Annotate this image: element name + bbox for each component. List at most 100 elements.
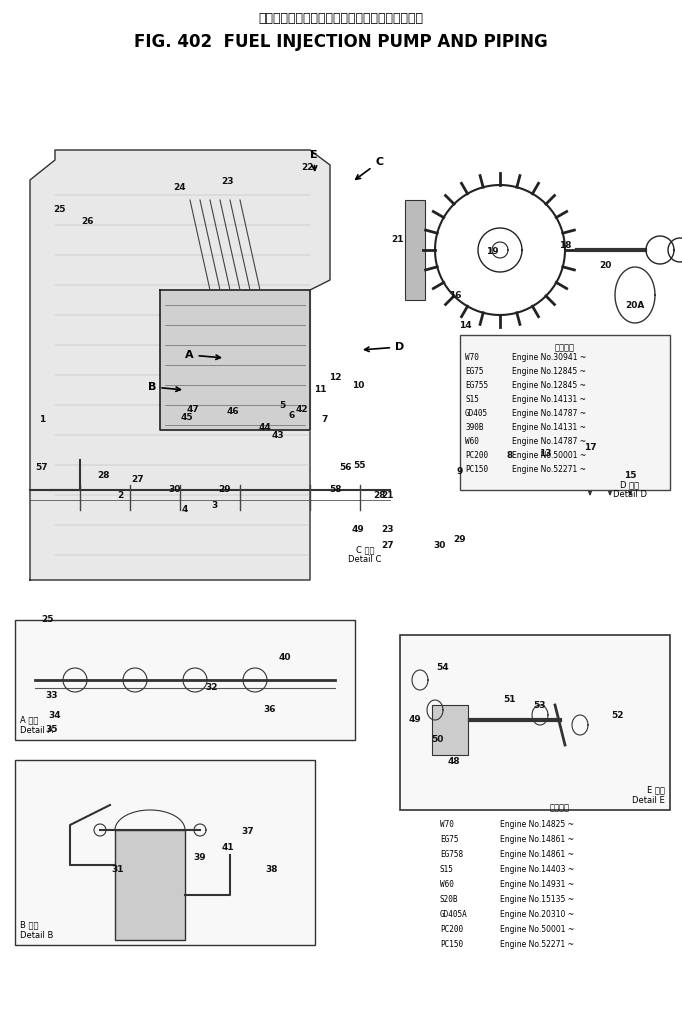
Text: B 詳図
Detail B: B 詳図 Detail B (20, 921, 53, 940)
Text: 42: 42 (296, 406, 308, 415)
Text: 34: 34 (48, 711, 61, 720)
Text: 8: 8 (507, 450, 513, 459)
Text: 28: 28 (374, 491, 386, 500)
Polygon shape (585, 480, 595, 495)
Text: 40: 40 (279, 653, 291, 662)
Text: 390B: 390B (465, 423, 484, 432)
Text: Engine No.14931 ~: Engine No.14931 ~ (500, 880, 574, 889)
Text: 22: 22 (301, 163, 314, 172)
Text: EG755: EG755 (465, 380, 488, 389)
Text: 17: 17 (584, 443, 596, 452)
Text: A: A (185, 350, 220, 360)
Polygon shape (30, 150, 330, 580)
Text: Engine No.14131 ~: Engine No.14131 ~ (512, 423, 586, 432)
Text: 30: 30 (434, 540, 446, 550)
Text: Engine No.12845 ~: Engine No.12845 ~ (512, 366, 586, 375)
Text: Engine No.20310 ~: Engine No.20310 ~ (500, 910, 574, 919)
Text: Engine No.50001 ~: Engine No.50001 ~ (500, 925, 574, 934)
Text: C 詳図
Detail C: C 詳図 Detail C (349, 545, 382, 565)
Text: 30: 30 (169, 486, 181, 495)
Text: 14: 14 (459, 320, 471, 330)
Text: 21: 21 (382, 491, 394, 500)
Text: 41: 41 (222, 844, 235, 853)
Polygon shape (160, 290, 310, 430)
Text: PC200: PC200 (465, 450, 488, 459)
Text: B: B (148, 382, 180, 392)
Text: 36: 36 (264, 706, 276, 715)
Text: フェルインジェクションポンプおよびパイピング: フェルインジェクションポンプおよびパイピング (258, 11, 424, 24)
Text: 19: 19 (486, 247, 499, 257)
Text: W60: W60 (465, 436, 479, 445)
Text: 23: 23 (382, 525, 394, 534)
Text: 46: 46 (226, 408, 239, 417)
Text: GD405: GD405 (465, 409, 488, 418)
Text: Engine No.14861 ~: Engine No.14861 ~ (500, 835, 574, 844)
Text: PC150: PC150 (465, 464, 488, 474)
Text: 33: 33 (46, 691, 58, 700)
Text: 49: 49 (352, 525, 364, 534)
Text: 58: 58 (329, 486, 341, 495)
Text: Engine No.52271 ~: Engine No.52271 ~ (512, 464, 586, 474)
Text: 38: 38 (266, 866, 278, 874)
Text: S20B: S20B (440, 895, 458, 904)
Bar (400, 635, 670, 810)
Text: 57: 57 (35, 463, 48, 473)
Text: 31: 31 (112, 866, 124, 874)
Text: 32: 32 (206, 683, 218, 693)
Text: 13: 13 (539, 448, 551, 457)
Text: Engine No.12845 ~: Engine No.12845 ~ (512, 380, 586, 389)
Polygon shape (605, 480, 615, 495)
Bar (15, 760, 315, 945)
Text: Engine No.14403 ~: Engine No.14403 ~ (500, 865, 574, 874)
Text: 6: 6 (289, 411, 295, 420)
Text: Engine No.14131 ~: Engine No.14131 ~ (512, 394, 586, 404)
Text: 23: 23 (222, 177, 234, 187)
Text: GD405A: GD405A (440, 910, 468, 919)
Text: 37: 37 (241, 827, 254, 837)
Text: Engine No.15135 ~: Engine No.15135 ~ (500, 895, 574, 904)
Text: 54: 54 (436, 663, 449, 672)
Text: S15: S15 (440, 865, 454, 874)
Text: 35: 35 (46, 725, 58, 734)
Bar (432, 705, 468, 755)
Text: 48: 48 (447, 757, 460, 767)
Text: 11: 11 (314, 385, 326, 394)
Text: 29: 29 (454, 535, 466, 545)
Bar (115, 830, 185, 940)
Text: A 詳図
Detail A: A 詳図 Detail A (20, 716, 53, 735)
Text: 56: 56 (339, 463, 351, 473)
Text: E: E (310, 150, 318, 170)
Text: 3: 3 (212, 501, 218, 509)
Text: Engine No.14787 ~: Engine No.14787 ~ (512, 409, 586, 418)
Text: EG75: EG75 (465, 366, 484, 375)
Text: C: C (356, 157, 383, 179)
Text: 43: 43 (271, 431, 284, 439)
Bar (460, 335, 670, 490)
Text: S15: S15 (465, 394, 479, 404)
Text: 28: 28 (97, 470, 109, 480)
Text: 26: 26 (82, 217, 94, 226)
Text: Engine No.14787 ~: Engine No.14787 ~ (512, 436, 586, 445)
Text: 18: 18 (559, 240, 572, 249)
Text: 1: 1 (39, 416, 45, 425)
Text: Engine No.50001 ~: Engine No.50001 ~ (512, 450, 587, 459)
Text: 20A: 20A (625, 300, 644, 309)
Text: 20: 20 (599, 261, 611, 270)
Text: 50: 50 (431, 735, 443, 744)
Text: 5: 5 (279, 401, 285, 410)
Text: EG75: EG75 (440, 835, 458, 844)
Text: E 詳図
Detail E: E 詳図 Detail E (632, 786, 665, 805)
Text: 15: 15 (624, 470, 636, 480)
Text: 12: 12 (329, 373, 341, 382)
Text: W70: W70 (440, 820, 454, 829)
Text: 55: 55 (354, 460, 366, 469)
Text: 27: 27 (132, 476, 145, 485)
Text: D 詳図
Detail D: D 詳図 Detail D (613, 480, 647, 500)
Text: 9: 9 (457, 467, 463, 477)
Text: PC200: PC200 (440, 925, 463, 934)
Text: EG758: EG758 (440, 850, 463, 859)
Text: FIG. 402  FUEL INJECTION PUMP AND PIPING: FIG. 402 FUEL INJECTION PUMP AND PIPING (134, 33, 548, 51)
Text: 25: 25 (41, 615, 53, 625)
Text: 53: 53 (534, 701, 546, 710)
Text: 45: 45 (181, 414, 193, 423)
